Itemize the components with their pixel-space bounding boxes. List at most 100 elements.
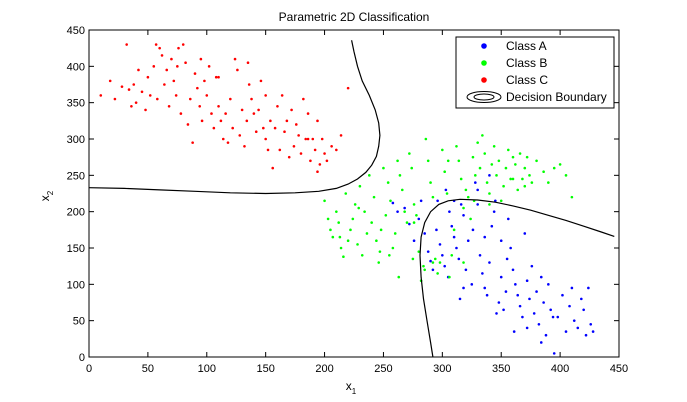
class-a-point: [478, 253, 482, 257]
class-b-point: [464, 188, 468, 192]
class-b-point: [356, 243, 359, 246]
class-a-point: [518, 304, 522, 308]
legend-item: Class C: [481, 73, 548, 87]
class-c-point: [203, 79, 206, 83]
y-axis-label: x2: [38, 190, 55, 201]
class-c-point: [297, 134, 300, 137]
x-tick-label: 100: [198, 363, 216, 375]
class-c-point: [163, 83, 166, 86]
class-b-point: [346, 239, 350, 243]
class-b-point: [446, 159, 450, 163]
class-b-point: [433, 257, 437, 261]
y-tick-label: 400: [67, 61, 85, 73]
class-b-point: [481, 134, 484, 137]
legend-marker: [481, 60, 487, 66]
class-b-point: [506, 148, 510, 152]
class-b-point: [344, 192, 348, 195]
legend-item: Class B: [481, 56, 547, 70]
class-b-point: [405, 221, 409, 224]
class-a-point: [505, 257, 509, 261]
class-c-point: [252, 112, 256, 115]
data-points: [99, 43, 595, 355]
class-a-point: [470, 283, 474, 286]
class-a-point: [499, 239, 503, 243]
class-b-point: [326, 217, 330, 221]
class-c-point: [134, 101, 138, 104]
class-a-point: [490, 224, 494, 228]
class-a-point: [532, 312, 536, 315]
x-tick-label: 300: [433, 363, 451, 375]
class-b-point: [523, 166, 527, 170]
class-b-point: [525, 155, 529, 159]
class-c-point: [271, 166, 275, 170]
class-a-point: [483, 286, 487, 290]
class-b-point: [523, 184, 527, 188]
class-c-point: [170, 57, 173, 61]
class-b-point: [389, 199, 392, 203]
class-a-point: [436, 199, 439, 203]
x-tick-label: 400: [551, 363, 569, 375]
class-b-point: [497, 159, 501, 163]
class-a-point: [547, 283, 550, 286]
class-b-point: [372, 195, 376, 199]
class-c-point: [292, 144, 296, 148]
class-a-point: [512, 330, 516, 333]
class-a-point: [462, 214, 465, 217]
class-b-point: [388, 253, 391, 257]
class-c-point: [127, 88, 131, 91]
class-b-point: [424, 137, 428, 141]
y-tick-label: 250: [67, 170, 85, 182]
class-a-point: [509, 246, 512, 250]
class-c-point: [199, 57, 203, 61]
class-b-point: [397, 275, 401, 279]
class-b-point: [411, 257, 415, 261]
class-c-point: [152, 65, 156, 68]
class-c-point: [254, 130, 258, 134]
class-b-point: [552, 166, 556, 170]
class-c-point: [184, 61, 187, 64]
class-c-point: [318, 163, 322, 166]
class-a-point: [494, 199, 497, 203]
class-a-point: [452, 235, 456, 239]
class-c-point: [210, 112, 213, 115]
class-a-point: [544, 333, 548, 337]
class-a-point: [426, 250, 430, 253]
class-c-point: [339, 134, 343, 137]
class-a-point: [483, 235, 487, 239]
class-b-point: [570, 195, 574, 199]
class-c-point: [243, 144, 246, 148]
class-b-point: [509, 177, 512, 181]
class-a-point: [438, 243, 442, 246]
class-a-point: [485, 293, 489, 297]
class-a-point: [488, 174, 491, 177]
class-c-point: [167, 105, 171, 108]
legend-item: Class A: [481, 39, 547, 53]
class-c-point: [245, 119, 249, 123]
class-c-point: [212, 126, 216, 130]
class-c-point: [266, 148, 270, 152]
class-a-point: [589, 323, 593, 326]
class-a-point: [561, 293, 564, 297]
class-a-point: [572, 319, 576, 322]
class-c-point: [273, 126, 277, 130]
class-c-point: [205, 94, 209, 97]
class-c-point: [148, 94, 152, 97]
class-c-point: [224, 112, 227, 115]
class-b-point: [349, 228, 352, 232]
class-b-point: [358, 184, 362, 188]
class-c-point: [330, 144, 333, 148]
class-c-point: [146, 75, 150, 79]
class-b-point: [412, 203, 416, 206]
class-c-point: [177, 46, 180, 50]
class-a-point: [523, 232, 527, 235]
class-a-point: [408, 222, 411, 226]
class-a-point: [458, 297, 462, 301]
class-b-point: [483, 152, 487, 155]
class-b-point: [370, 221, 373, 224]
class-b-point: [511, 177, 515, 181]
class-b-point: [485, 181, 489, 184]
class-b-point: [530, 181, 534, 184]
class-b-point: [422, 264, 425, 268]
class-c-point: [346, 86, 350, 90]
